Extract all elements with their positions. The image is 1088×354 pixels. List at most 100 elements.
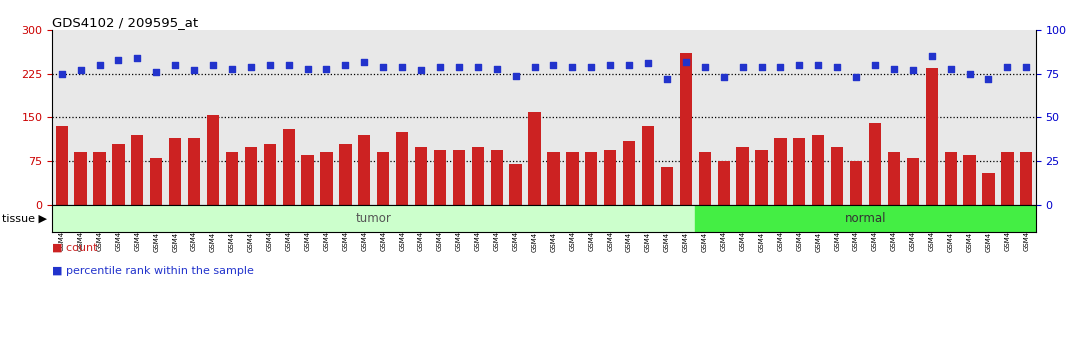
Point	[904, 68, 922, 73]
Point	[280, 62, 297, 68]
Point	[318, 66, 335, 72]
Point	[336, 62, 354, 68]
Point	[640, 61, 657, 66]
Point	[185, 68, 202, 73]
Point	[356, 59, 373, 64]
Bar	[226, 153, 238, 205]
Point	[942, 66, 960, 72]
Bar	[660, 167, 673, 205]
Bar	[793, 138, 805, 205]
Point	[261, 62, 279, 68]
Bar	[52, 205, 695, 232]
Bar	[547, 153, 559, 205]
Bar	[888, 153, 900, 205]
Bar	[1001, 153, 1014, 205]
Point	[299, 66, 317, 72]
Point	[1017, 64, 1035, 70]
Point	[450, 64, 468, 70]
Bar	[755, 149, 768, 205]
Point	[205, 62, 222, 68]
Bar	[831, 147, 843, 205]
Point	[658, 76, 676, 82]
Point	[526, 64, 543, 70]
Point	[791, 62, 808, 68]
Bar	[415, 147, 428, 205]
Point	[828, 64, 845, 70]
Point	[166, 62, 184, 68]
Point	[886, 66, 903, 72]
Point	[734, 64, 752, 70]
Bar	[926, 68, 938, 205]
Point	[128, 55, 146, 61]
Bar	[737, 147, 749, 205]
Text: tumor: tumor	[356, 212, 392, 225]
Bar	[453, 149, 465, 205]
Bar	[680, 53, 692, 205]
Bar	[718, 161, 730, 205]
Text: normal: normal	[844, 212, 887, 225]
Bar	[982, 173, 994, 205]
Bar	[132, 135, 144, 205]
Text: tissue ▶: tissue ▶	[2, 213, 47, 223]
Bar	[188, 138, 200, 205]
Bar	[112, 144, 124, 205]
Bar	[358, 135, 370, 205]
Point	[507, 73, 524, 78]
Point	[771, 64, 789, 70]
Bar	[207, 115, 219, 205]
Bar	[245, 147, 257, 205]
Bar	[509, 164, 522, 205]
Point	[223, 66, 240, 72]
Point	[602, 62, 619, 68]
Point	[980, 76, 998, 82]
Bar	[585, 153, 597, 205]
Bar	[283, 129, 295, 205]
Bar	[698, 153, 710, 205]
Point	[696, 64, 714, 70]
Point	[715, 74, 732, 80]
Point	[243, 64, 260, 70]
Point	[753, 64, 770, 70]
Bar	[623, 141, 635, 205]
Bar	[775, 138, 787, 205]
Bar	[396, 132, 408, 205]
Bar	[529, 112, 541, 205]
Point	[394, 64, 411, 70]
Point	[677, 59, 694, 64]
Bar	[150, 158, 162, 205]
Bar	[850, 161, 862, 205]
Bar	[339, 144, 351, 205]
Point	[809, 62, 827, 68]
Bar	[906, 158, 919, 205]
Text: ■ percentile rank within the sample: ■ percentile rank within the sample	[52, 266, 255, 275]
Point	[110, 57, 127, 63]
Bar	[301, 155, 313, 205]
Point	[545, 62, 562, 68]
Bar	[263, 144, 276, 205]
Point	[620, 62, 638, 68]
Bar	[1021, 153, 1033, 205]
Text: ■ count: ■ count	[52, 242, 98, 252]
Bar	[604, 149, 616, 205]
Point	[582, 64, 599, 70]
Point	[53, 71, 71, 76]
Bar	[378, 153, 390, 205]
Point	[866, 62, 883, 68]
Bar	[944, 153, 956, 205]
Point	[431, 64, 448, 70]
Bar	[869, 123, 881, 205]
Bar	[491, 149, 503, 205]
Point	[489, 66, 506, 72]
Point	[148, 69, 165, 75]
Bar	[320, 153, 333, 205]
Point	[469, 64, 486, 70]
Bar	[964, 155, 976, 205]
Text: GDS4102 / 209595_at: GDS4102 / 209595_at	[52, 16, 198, 29]
Point	[72, 68, 89, 73]
Point	[848, 74, 865, 80]
Point	[923, 53, 940, 59]
Point	[374, 64, 392, 70]
Bar	[434, 149, 446, 205]
Bar	[695, 205, 1036, 232]
Bar	[566, 153, 579, 205]
